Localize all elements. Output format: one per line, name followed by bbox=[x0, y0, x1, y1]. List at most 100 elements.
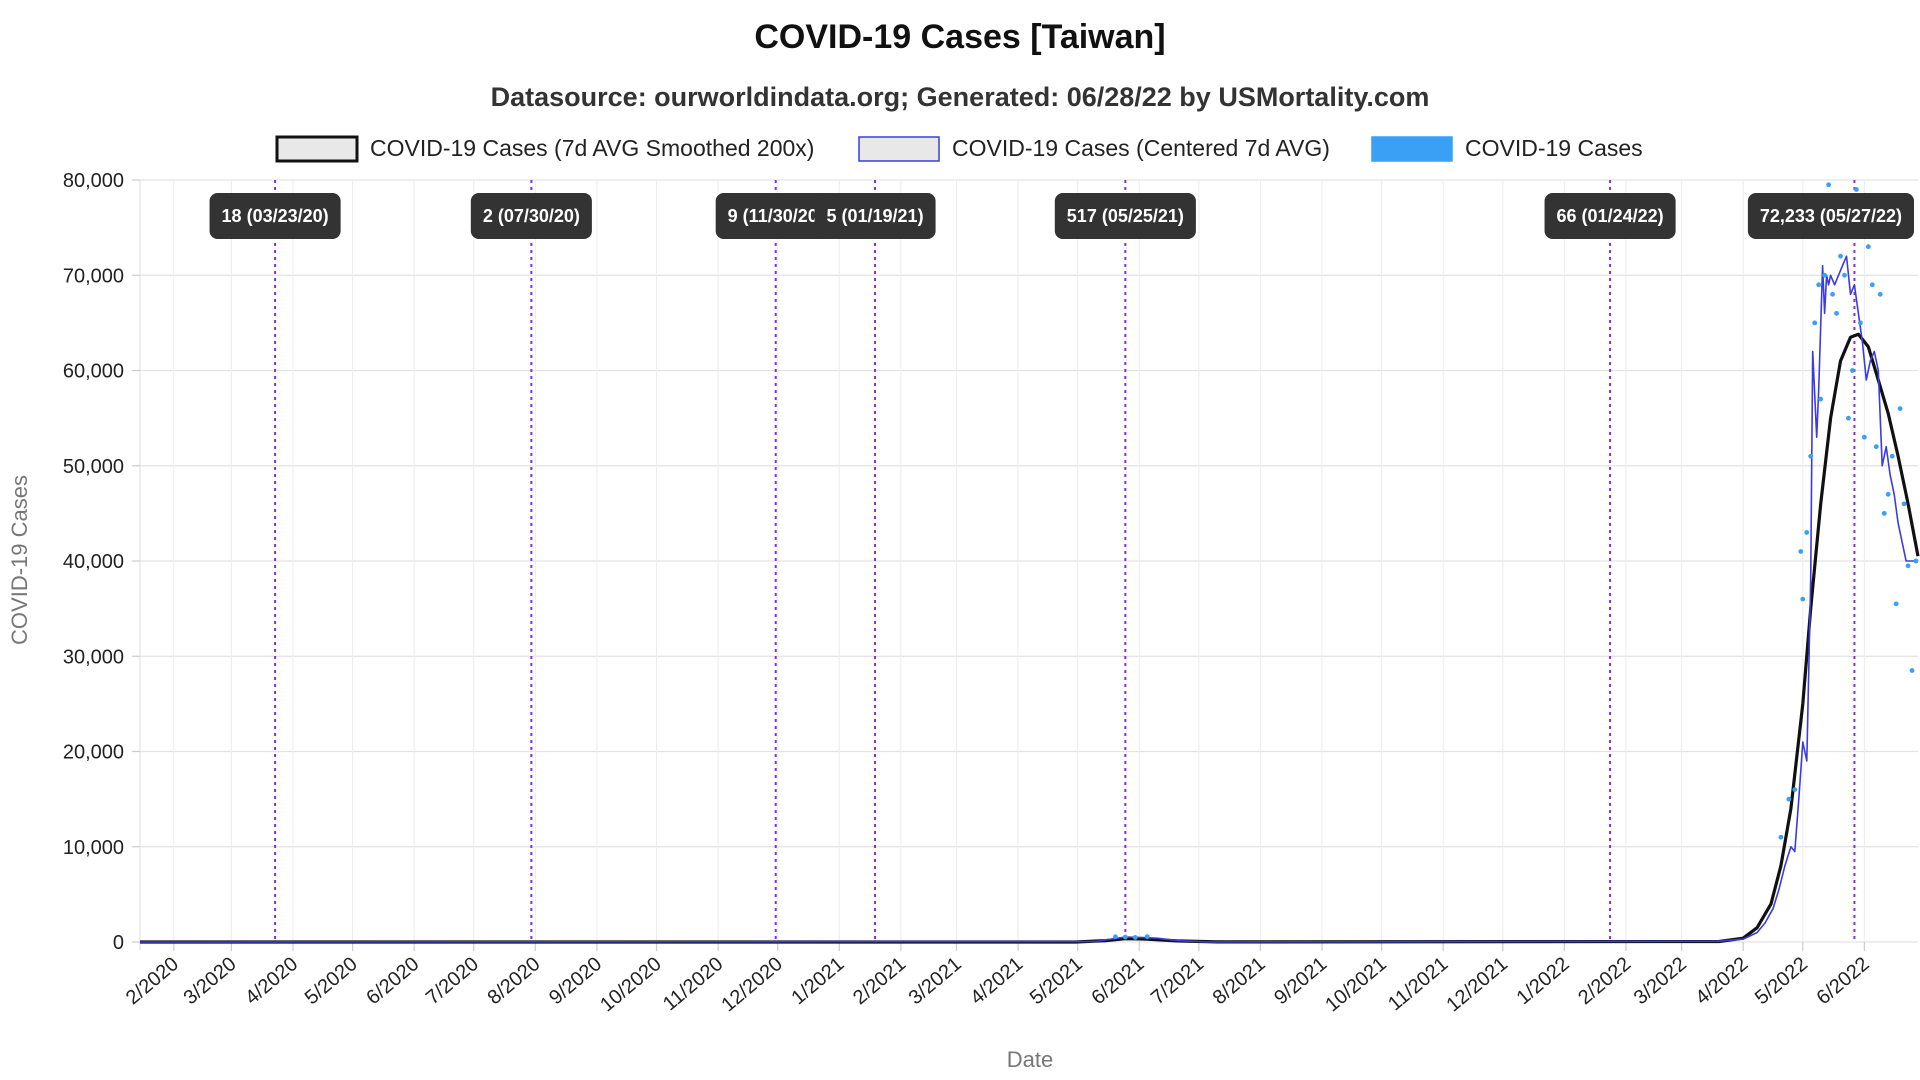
data-point bbox=[1822, 272, 1828, 278]
data-point bbox=[1144, 934, 1150, 940]
data-point bbox=[1857, 320, 1863, 326]
annotation-label: 66 (01/24/22) bbox=[1557, 206, 1664, 226]
annotation-label: 5 (01/19/21) bbox=[827, 206, 924, 226]
x-tick-label: 5/2020 bbox=[301, 953, 362, 1009]
data-point bbox=[1850, 368, 1855, 373]
x-tick-label: 2/2022 bbox=[1574, 953, 1635, 1009]
x-tick-label: 4/2020 bbox=[241, 953, 302, 1009]
data-point bbox=[1838, 253, 1843, 259]
x-tick-label: 4/2021 bbox=[966, 953, 1027, 1009]
x-tick-label: 8/2020 bbox=[484, 953, 545, 1009]
series-line-smoothed bbox=[140, 332, 1920, 944]
series-layer bbox=[139, 182, 1920, 944]
data-point bbox=[1132, 935, 1138, 940]
x-tick-label: 8/2021 bbox=[1209, 953, 1270, 1009]
data-point bbox=[1113, 934, 1118, 940]
x-tick-label: 6/2020 bbox=[362, 953, 423, 1009]
legend-swatch bbox=[275, 135, 359, 163]
annotation-box bbox=[470, 193, 592, 239]
annotation-label: 72,233 (05/27/22) bbox=[1760, 206, 1902, 226]
legend-swatch bbox=[858, 136, 940, 162]
data-point bbox=[1800, 596, 1806, 602]
data-point bbox=[1816, 282, 1822, 288]
data-point bbox=[1865, 244, 1871, 250]
data-point bbox=[1846, 415, 1851, 421]
data-point bbox=[1812, 320, 1818, 326]
x-tick-label: 3/2021 bbox=[905, 953, 966, 1009]
x-tick-label: 1/2021 bbox=[787, 953, 848, 1009]
y-tick-label: 30,000 bbox=[63, 646, 124, 668]
x-tick-label: 5/2021 bbox=[1026, 953, 1087, 1009]
y-tick-label: 80,000 bbox=[63, 170, 124, 192]
y-tick-label: 70,000 bbox=[63, 265, 124, 287]
chart-subtitle: Datasource: ourworldindata.org; Generate… bbox=[491, 82, 1430, 112]
legend-label: COVID-19 Cases bbox=[1465, 135, 1643, 161]
x-tick-label: 5/2022 bbox=[1751, 953, 1812, 1009]
x-tick-label: 6/2021 bbox=[1087, 953, 1148, 1009]
data-point bbox=[1905, 563, 1911, 569]
y-tick-label: 60,000 bbox=[63, 361, 124, 383]
data-point bbox=[1778, 834, 1784, 840]
gridlines bbox=[139, 179, 1918, 950]
x-tick-label: 2/2021 bbox=[849, 953, 910, 1009]
data-point bbox=[1901, 501, 1907, 507]
data-point bbox=[1818, 396, 1824, 402]
data-point bbox=[1798, 549, 1804, 554]
x-tick-label: 3/2020 bbox=[180, 953, 241, 1009]
annotation-box bbox=[1054, 193, 1196, 239]
x-tick-label: 10/2021 bbox=[1321, 953, 1391, 1016]
x-tick-label: 1/2022 bbox=[1513, 953, 1574, 1009]
legend-label: COVID-19 Cases (7d AVG Smoothed 200x) bbox=[370, 135, 814, 161]
data-point bbox=[1804, 530, 1810, 535]
data-point bbox=[1861, 434, 1867, 440]
y-tick-label: 0 bbox=[113, 932, 124, 954]
data-point bbox=[1877, 291, 1883, 297]
data-point bbox=[1909, 668, 1915, 673]
series-line-centered bbox=[139, 255, 1914, 943]
annotation-box bbox=[715, 193, 836, 239]
annotation-box bbox=[209, 193, 341, 239]
y-axis-label: COVID-19 Cases bbox=[7, 475, 32, 645]
data-point bbox=[1842, 272, 1847, 278]
data-point bbox=[1834, 310, 1839, 316]
legend-swatch bbox=[1371, 136, 1453, 162]
y-tick-label: 50,000 bbox=[63, 456, 124, 478]
x-tick-label: 7/2020 bbox=[422, 953, 483, 1009]
x-tick-label: 4/2022 bbox=[1691, 953, 1752, 1009]
data-point bbox=[1893, 601, 1899, 607]
y-tick-label: 10,000 bbox=[63, 837, 124, 859]
y-axis-ticks: 0 10,000 20,000 30,000 40,000 50,000 60,000 70,… bbox=[63, 170, 140, 954]
data-point bbox=[1808, 453, 1814, 459]
chart-title: COVID-19 Cases [Taiwan] bbox=[754, 18, 1165, 56]
y-tick-label: 40,000 bbox=[63, 551, 124, 573]
data-point bbox=[1889, 453, 1895, 459]
legend-label: COVID-19 Cases (Centered 7d AVG) bbox=[952, 135, 1330, 161]
x-tick-label: 12/2020 bbox=[717, 953, 787, 1016]
annotation-label: 18 (03/23/20) bbox=[222, 206, 329, 226]
x-tick-label: 11/2020 bbox=[659, 953, 727, 1015]
data-point bbox=[1854, 187, 1859, 192]
x-axis-label: Date bbox=[1007, 1047, 1053, 1072]
x-tick-label: 11/2021 bbox=[1384, 953, 1452, 1015]
x-tick-label: 7/2021 bbox=[1147, 953, 1208, 1009]
data-point bbox=[1881, 510, 1887, 516]
annotation-box bbox=[1747, 193, 1914, 239]
annotation-label: 517 (05/25/21) bbox=[1067, 206, 1184, 226]
x-tick-label: 6/2022 bbox=[1813, 953, 1874, 1009]
annotations: 18 (03/23/20) 2 (07/30/20) 9 (11/30/20) 5 (… bbox=[209, 180, 1914, 942]
data-point bbox=[1897, 406, 1903, 411]
data-point bbox=[1786, 796, 1792, 802]
x-tick-label: 3/2022 bbox=[1630, 953, 1691, 1009]
annotation-box bbox=[814, 193, 936, 239]
data-point bbox=[1873, 444, 1879, 450]
data-point bbox=[1792, 787, 1798, 792]
annotation-label: 2 (07/30/20) bbox=[483, 206, 580, 226]
legend: COVID-19 Cases (7d AVG Smoothed 200x) COV… bbox=[275, 135, 1643, 163]
data-point bbox=[1885, 491, 1891, 497]
data-point bbox=[1913, 558, 1919, 564]
data-point bbox=[1869, 282, 1875, 288]
x-tick-label: 10/2020 bbox=[596, 953, 666, 1016]
y-tick-label: 20,000 bbox=[63, 742, 124, 764]
data-point bbox=[1830, 291, 1835, 297]
